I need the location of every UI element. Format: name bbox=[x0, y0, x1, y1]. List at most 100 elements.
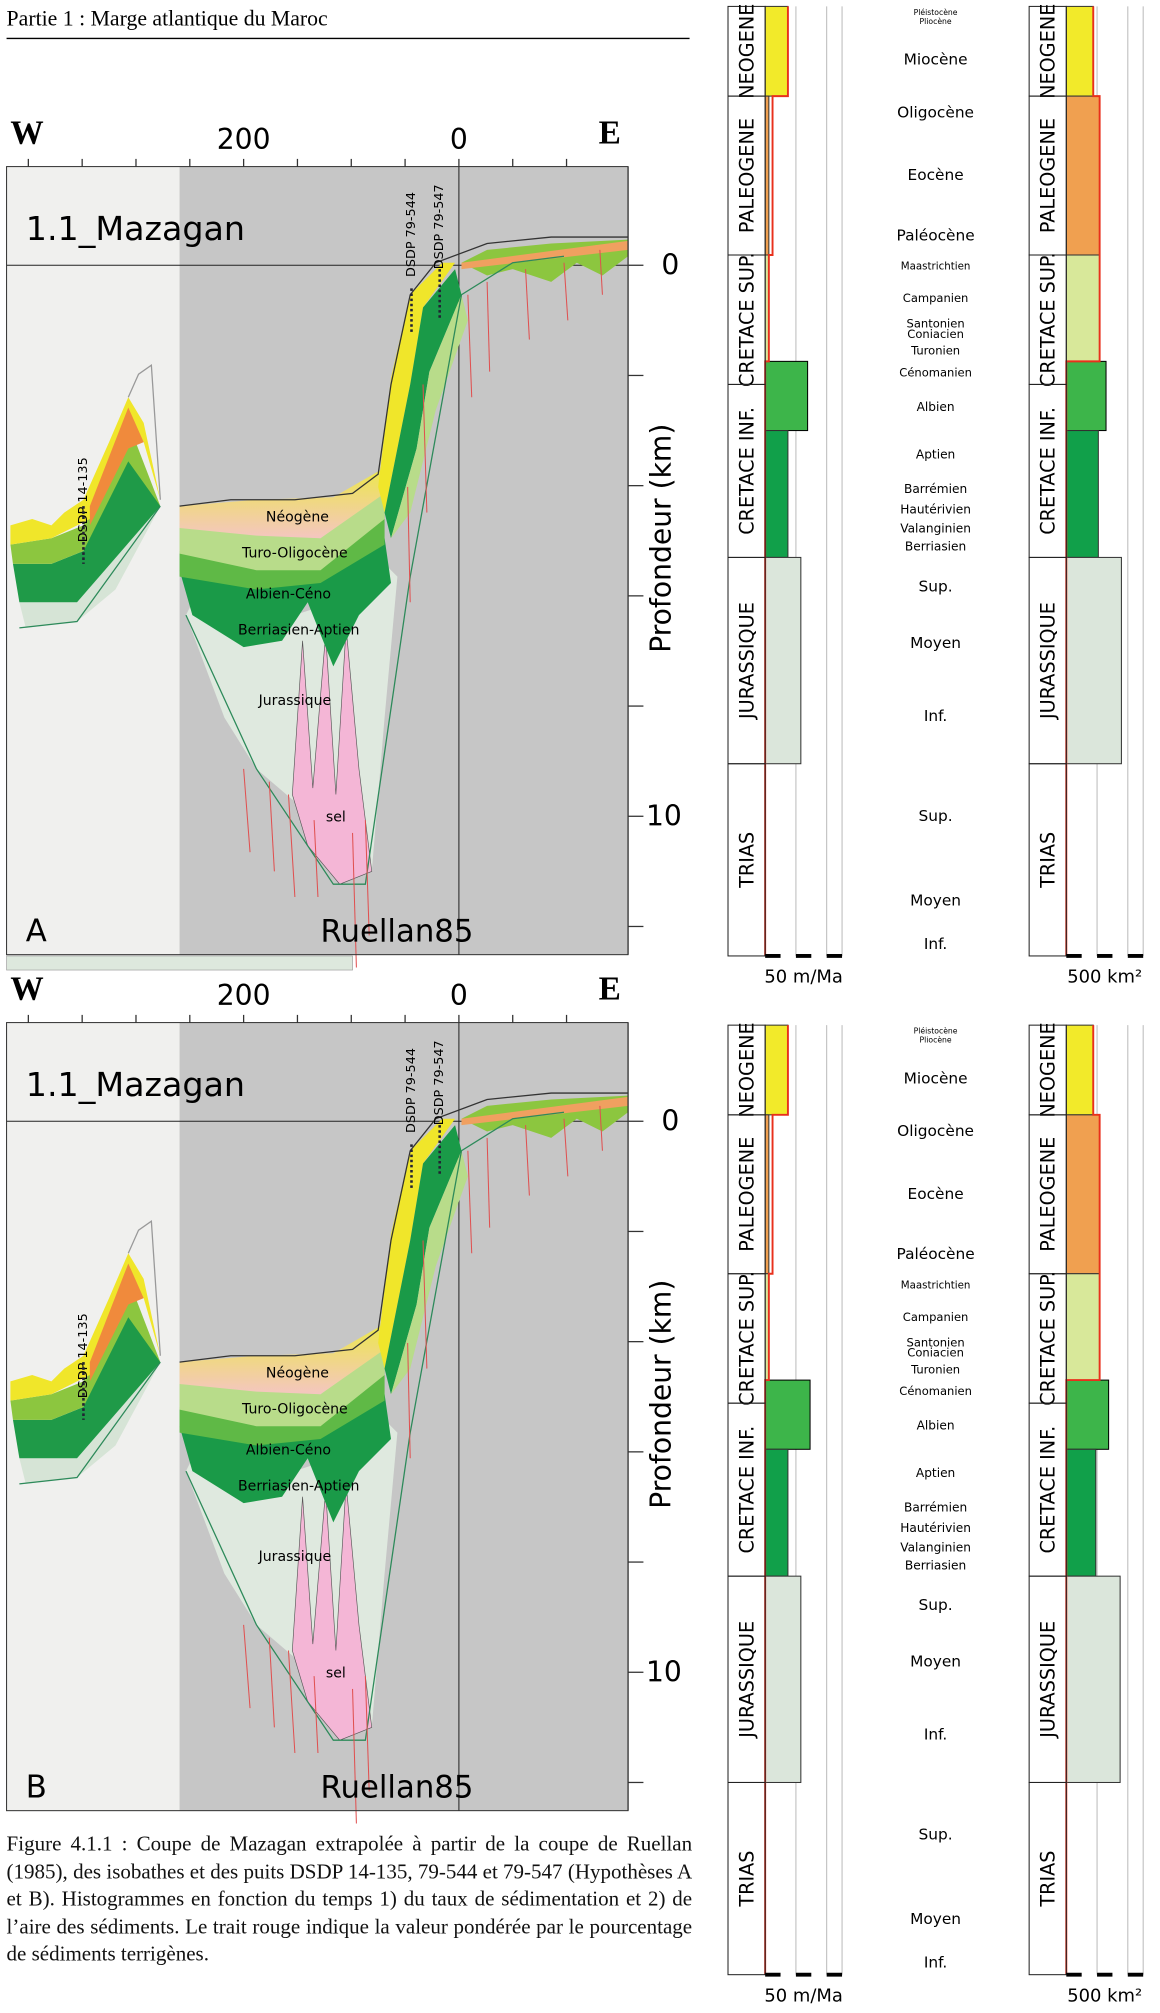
period-label: JURASSIQUE bbox=[1037, 1621, 1060, 1739]
period-box bbox=[727, 763, 766, 957]
epoch-label: Coniacien bbox=[907, 1346, 964, 1360]
source-label: Ruellan85 bbox=[321, 913, 474, 949]
well-label: DSDP 14-135 bbox=[76, 457, 91, 542]
histogram-bar bbox=[1065, 1273, 1101, 1381]
strat-column: NEOGENE PALEOGENE CRETACE SUP. CRETACE INF.… bbox=[727, 1022, 1144, 2006]
histogram-bar bbox=[764, 1114, 770, 1275]
epoch-label: Sup. bbox=[919, 1826, 953, 1844]
histogram-bar bbox=[764, 1575, 802, 1783]
epoch-label: Oligocène bbox=[897, 1122, 974, 1140]
epoch-label: Moyen bbox=[910, 634, 961, 652]
histogram-bar bbox=[1065, 360, 1107, 432]
histogram-bar bbox=[1065, 1448, 1097, 1577]
x-tick-label: 200 bbox=[217, 123, 271, 156]
unit-label: Jurassique bbox=[258, 693, 332, 709]
period-label: PALEOGENE bbox=[1037, 1137, 1060, 1252]
period-label: CRETACE SUP. bbox=[735, 252, 758, 387]
period-label: TRIAS bbox=[735, 832, 758, 889]
period-label: CRETACE INF. bbox=[1037, 407, 1060, 535]
period-box bbox=[1028, 1781, 1067, 1976]
epoch-label: Eocène bbox=[908, 1185, 964, 1203]
page-header: Partie 1 : Marge atlantique du Maroc bbox=[7, 7, 328, 31]
period-label: NEOGENE bbox=[735, 1022, 758, 1117]
scale-label: 50 m/Ma bbox=[764, 967, 843, 988]
cross-section bbox=[5, 1021, 629, 1825]
epoch-label: Albien bbox=[917, 400, 955, 414]
well-label: DSDP 79-544 bbox=[404, 1048, 419, 1133]
unit-label: Turo-Oligocène bbox=[241, 546, 348, 562]
source-label: Ruellan85 bbox=[321, 1769, 474, 1805]
panel-letter: A bbox=[26, 913, 47, 949]
epoch-label: Aptien bbox=[916, 1466, 955, 1480]
y-axis-label: Profondeur (km) bbox=[645, 424, 678, 653]
unit-label: Berriasien-Aptien bbox=[238, 622, 359, 638]
scale-label: 500 km² bbox=[1067, 967, 1142, 988]
epoch-label: Inf. bbox=[924, 1726, 947, 1744]
scale-label: 500 km² bbox=[1067, 1985, 1142, 2006]
histogram-bar bbox=[764, 1024, 789, 1116]
unit-label: Néogène bbox=[266, 1366, 329, 1382]
epoch-label: Valanginien bbox=[900, 1540, 971, 1554]
histogram-bar bbox=[764, 1379, 811, 1450]
period-label: CRETACE SUP. bbox=[735, 1271, 758, 1406]
period-label: JURASSIQUE bbox=[735, 602, 758, 720]
period-label: PALEOGENE bbox=[735, 118, 758, 233]
period-label: PALEOGENE bbox=[735, 1137, 758, 1252]
period-label: NEOGENE bbox=[1037, 4, 1060, 99]
epoch-label: Hautérivien bbox=[900, 1521, 971, 1535]
caption-box: Figure 4.1.1 : Coupe de Mazagan extrapol… bbox=[7, 1831, 693, 1966]
histogram-bar bbox=[1065, 5, 1094, 97]
period-label: JURASSIQUE bbox=[1037, 602, 1060, 720]
epoch-label: Aptien bbox=[916, 447, 955, 461]
unit-label: Jurassique bbox=[258, 1549, 332, 1565]
epoch-label: Albien bbox=[917, 1419, 955, 1433]
epoch-label: Inf. bbox=[924, 1954, 947, 1972]
epoch-label: Moyen bbox=[910, 1910, 961, 1928]
period-label: TRIAS bbox=[735, 1851, 758, 1908]
histogram-bar bbox=[1065, 95, 1101, 256]
period-label: JURASSIQUE bbox=[735, 1621, 758, 1739]
period-box bbox=[1028, 763, 1067, 957]
west-label: W bbox=[10, 970, 43, 1007]
histogram-bar bbox=[1065, 1575, 1121, 1783]
period-label: CRETACE SUP. bbox=[1037, 1271, 1060, 1406]
period-label: CRETACE SUP. bbox=[1037, 252, 1060, 387]
epoch-label: Turonien bbox=[910, 1362, 960, 1376]
epoch-label: Valanginien bbox=[900, 522, 971, 536]
y-tick-label: 10 bbox=[646, 1656, 682, 1689]
west-label: W bbox=[10, 114, 43, 151]
epoch-label: Pléistocène bbox=[914, 1027, 958, 1036]
cross-section bbox=[5, 165, 629, 969]
period-label: CRETACE INF. bbox=[735, 407, 758, 535]
histogram-bar bbox=[764, 556, 802, 765]
epoch-label: Pliocène bbox=[920, 17, 952, 26]
epoch-label: Sup. bbox=[919, 577, 953, 595]
unit-label: Turo-Oligocène bbox=[241, 1402, 348, 1418]
epoch-label: Campanien bbox=[903, 291, 969, 305]
histogram-bar bbox=[1065, 1379, 1110, 1450]
epoch-label: Barrémien bbox=[904, 482, 967, 496]
x-tick-label: 200 bbox=[217, 979, 271, 1012]
epoch-label: Sup. bbox=[919, 807, 953, 825]
histogram-bar bbox=[1065, 430, 1099, 558]
epoch-label: Berriasien bbox=[905, 1558, 966, 1572]
well-label: DSDP 79-547 bbox=[432, 1040, 447, 1125]
epoch-label: Maastrichtien bbox=[901, 261, 971, 273]
epoch-label: Inf. bbox=[924, 935, 947, 953]
section-panel: W E 200 0 0 10 Profondeur (km) 1.1_Mazagan B Ruel… bbox=[5, 970, 682, 1825]
histogram-bar bbox=[1065, 556, 1122, 765]
epoch-label: Sup. bbox=[919, 1596, 953, 1614]
histogram-bar bbox=[764, 430, 789, 558]
period-label: TRIAS bbox=[1037, 1851, 1060, 1908]
east-label: E bbox=[599, 970, 621, 1007]
epoch-label: Pléistocène bbox=[914, 8, 958, 17]
epoch-label: Miocène bbox=[904, 1069, 968, 1087]
epoch-label: Eocène bbox=[908, 166, 964, 184]
period-label: NEOGENE bbox=[1037, 1022, 1060, 1117]
x-tick-label: 0 bbox=[450, 979, 468, 1012]
histogram-bar bbox=[1065, 254, 1101, 362]
section-title: 1.1_Mazagan bbox=[26, 1065, 245, 1104]
period-label: NEOGENE bbox=[735, 4, 758, 99]
histogram-bar bbox=[1065, 1114, 1101, 1275]
well-label: DSDP 14-135 bbox=[76, 1313, 91, 1398]
